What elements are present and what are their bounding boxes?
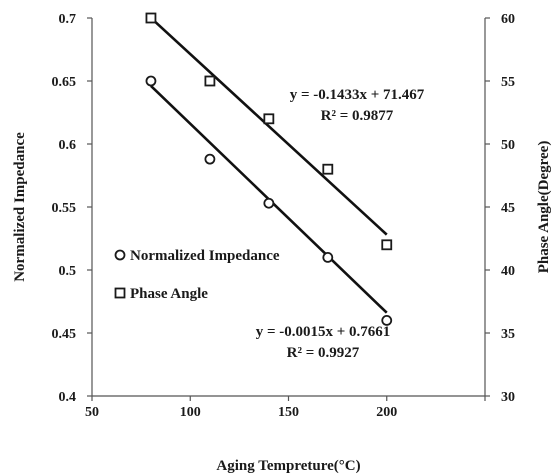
y-left-tick-label: 0.7 — [59, 12, 77, 27]
trendlines — [150, 17, 388, 314]
y-right-tick-label: 30 — [501, 390, 515, 405]
phase-angle-point — [322, 163, 334, 175]
x-tick-label: 150 — [278, 405, 299, 420]
legend-phase-angle-label: Phase Angle — [130, 286, 208, 302]
phase-angle-equation: y = -0.1433x + 71.467 — [290, 87, 425, 103]
y-left-tick-label: 0.5 — [59, 264, 77, 279]
legend-circle-marker — [114, 249, 126, 261]
x-tick-label: 100 — [180, 405, 201, 420]
markers — [145, 12, 393, 326]
y-right-tick-label: 55 — [501, 75, 515, 90]
x-tick-label: 50 — [85, 405, 99, 420]
y-right-tick-label: 45 — [501, 201, 515, 216]
y-axis-left-title: Normalized Impedance — [12, 132, 28, 282]
phase-angle-point — [263, 113, 275, 125]
legend-square-marker — [114, 287, 126, 299]
y-right-tick-label: 50 — [501, 138, 515, 153]
phase-angle-point — [145, 12, 157, 24]
y-left-tick-label: 0.4 — [59, 390, 77, 405]
labels: Aging Tempreture(°C) Normalized Impedanc… — [12, 87, 552, 474]
impedance-r-squared: R² = 0.9927 — [287, 345, 360, 361]
y-right-tick-label: 60 — [501, 12, 515, 27]
phase-angle-point — [204, 75, 216, 87]
legend: Normalized Impedance Phase Angle — [114, 248, 280, 302]
y-left-tick-label: 0.55 — [52, 201, 77, 216]
legend-impedance-label: Normalized Impedance — [130, 248, 280, 264]
impedance-point — [322, 251, 334, 263]
y-left-tick-label: 0.65 — [52, 75, 77, 90]
y-axis-right-title: Phase Angle(Degree) — [536, 141, 552, 274]
phase-angle-trendline — [150, 17, 388, 236]
impedance-point — [381, 314, 393, 326]
y-right-tick-label: 40 — [501, 264, 515, 279]
axes: 50 100 150 200 0.4 0.45 0.5 0.55 0.6 0.65 0.7 30 35 4… — [52, 12, 516, 420]
y-left-tick-label: 0.45 — [52, 327, 77, 342]
x-axis-title: Aging Tempreture(°C) — [216, 458, 360, 474]
impedance-equation: y = -0.0015x + 0.7661 — [256, 324, 391, 340]
y-left-tick-label: 0.6 — [59, 138, 77, 153]
y-right-tick-label: 35 — [501, 327, 515, 342]
phase-angle-point — [381, 239, 393, 251]
impedance-point — [145, 75, 157, 87]
x-tick-label: 200 — [376, 405, 397, 420]
impedance-point — [204, 153, 216, 165]
phase-angle-r-squared: R² = 0.9877 — [321, 108, 394, 124]
impedance-point — [263, 197, 275, 209]
